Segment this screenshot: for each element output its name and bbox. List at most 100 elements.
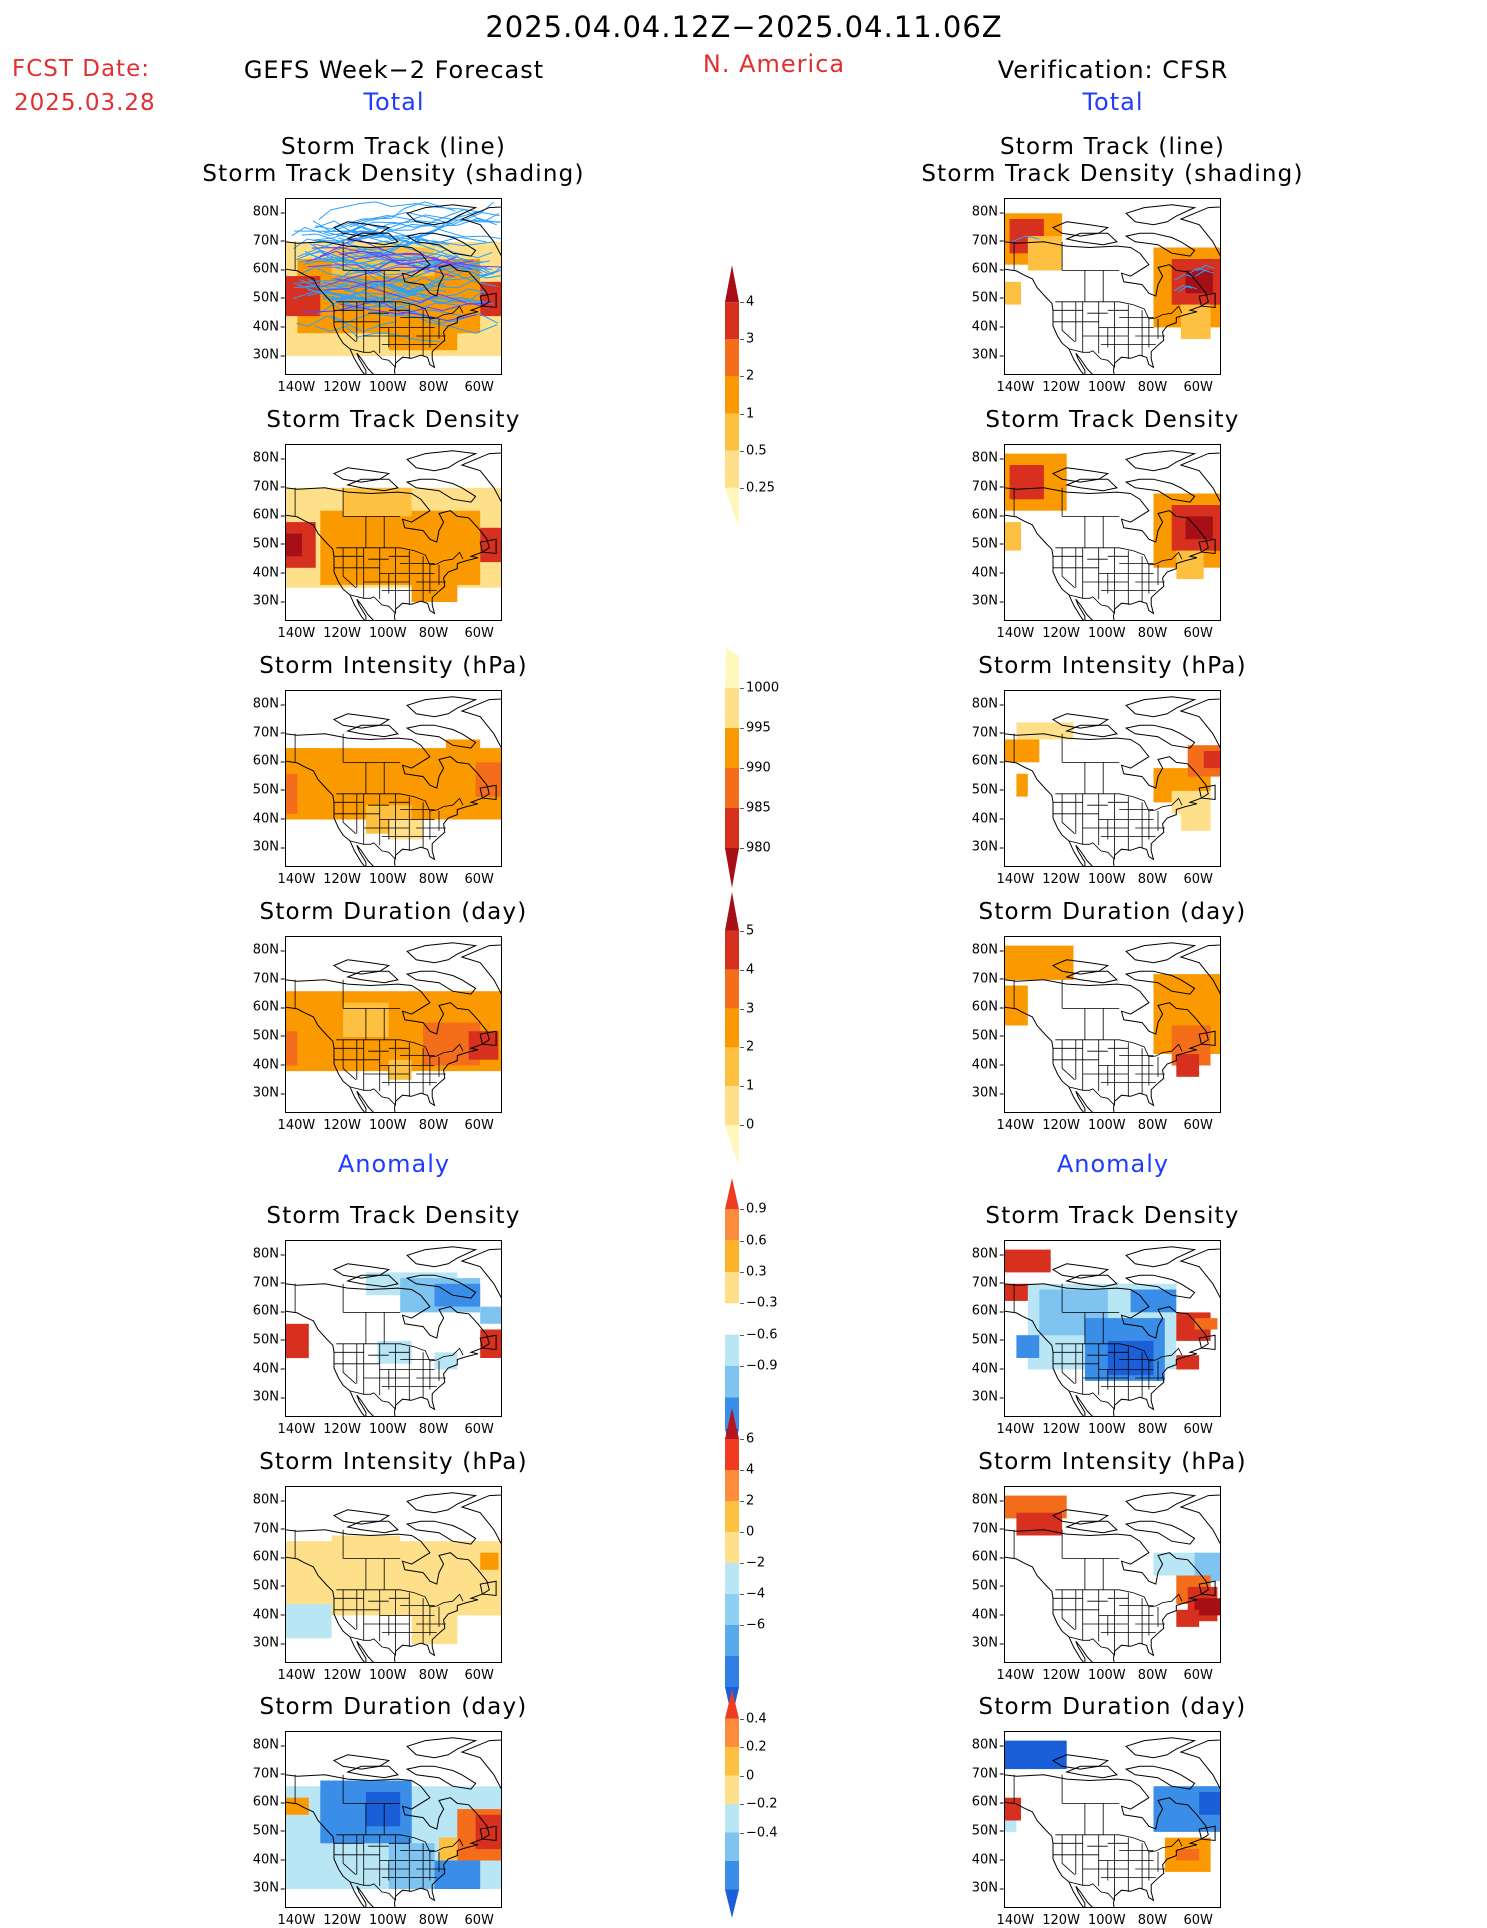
lon-tick: 120W (323, 1913, 361, 1928)
island-outline (405, 724, 477, 749)
lat-tick: 80N (253, 451, 286, 466)
panel-title: Storm Duration (day) (978, 1694, 1247, 1720)
colorbar-segment (725, 1272, 739, 1304)
colorbar-tick (740, 1804, 744, 1805)
continent-outline (286, 733, 490, 866)
border-line (1068, 1881, 1115, 1901)
colorbar-tick (740, 413, 744, 415)
shading-cell (1005, 1495, 1067, 1519)
lat-tick: 60N (253, 1795, 286, 1810)
colorbar-label: 5 (746, 923, 755, 939)
continent-outline (286, 1529, 490, 1662)
shading-cell (1176, 1609, 1200, 1627)
border-line (349, 594, 396, 614)
colorbar-tick (740, 1470, 744, 1471)
colorbar-label: 995 (746, 720, 771, 736)
border-line (1061, 547, 1075, 588)
shading-cell (1180, 808, 1211, 831)
shading-cell (434, 1283, 481, 1307)
storm-track-line (1195, 269, 1215, 277)
lat-tick: 50N (253, 1823, 286, 1838)
colorbar-label: 1 (746, 1078, 755, 1094)
lat-tick: 70N (253, 971, 286, 986)
panel-title: Storm Intensity (hPa) (259, 653, 528, 679)
colorbar-label: 0 (746, 1117, 755, 1133)
map-frame (285, 1731, 502, 1908)
continent-outline (1005, 733, 1209, 866)
border-line (342, 1343, 356, 1384)
storm-track-line (335, 267, 446, 293)
border-line (349, 1086, 396, 1106)
border-line (349, 1881, 396, 1901)
lat-tick: 40N (253, 319, 286, 334)
border-line (349, 1636, 396, 1656)
island-outline (332, 467, 391, 483)
shading-cell (480, 281, 501, 317)
map-frame (1004, 936, 1221, 1113)
lat-tick: 30N (972, 840, 1005, 855)
island-outline (406, 1246, 478, 1268)
forecast-map-panel: 80N 70N 60N 50N 40N 30N 140W 120W 100W 80W 60W (253, 1240, 502, 1437)
island-outline (346, 232, 399, 246)
storm-track-line (1173, 284, 1193, 292)
shading-cell (1005, 1797, 1021, 1821)
island-outline (1198, 538, 1216, 555)
verification-map-panel: 80N 70N 60N 50N 40N 30N 140W 120W 100W 80W 60W (972, 936, 1221, 1133)
storm-track-line (339, 250, 501, 268)
verification-title: Verification: CFSR (997, 56, 1229, 84)
shading-cell (1185, 516, 1213, 540)
colorbar-label: 0.2 (746, 1739, 767, 1755)
colorbar-tick (740, 848, 744, 849)
verification-map-panel: 80N 70N 60N 50N 40N 30N 140W 120W 100W 80W 60W (972, 1240, 1221, 1437)
storm-track-line (307, 282, 495, 305)
lat-tick: 70N (253, 1275, 286, 1290)
lon-tick: 80W (1137, 626, 1168, 641)
lon-tick: 80W (1137, 1422, 1168, 1437)
colorbar-intensity_total (725, 648, 739, 888)
storm-track-line (314, 325, 440, 343)
border-line (1055, 547, 1183, 566)
shading-cell (1176, 1355, 1200, 1370)
lon-tick: 120W (323, 872, 361, 887)
continent-outline (1005, 979, 1209, 1112)
panel-title: Storm Intensity (hPa) (259, 1449, 528, 1475)
lat-tick: 40N (972, 811, 1005, 826)
island-outline (479, 784, 497, 801)
island-outline (332, 713, 391, 729)
island-outline (406, 204, 478, 226)
island-outline (1179, 452, 1220, 503)
border-line (342, 793, 356, 834)
colorbar-segment (725, 450, 739, 488)
map-canvas (1005, 204, 1220, 374)
border-line (1068, 594, 1115, 614)
border-line (1068, 840, 1115, 860)
colorbar-segment (725, 930, 739, 970)
colorbar-label: 0.5 (746, 443, 767, 459)
lon-tick: 60W (1183, 380, 1213, 395)
island-outline (460, 1739, 501, 1790)
island-outline (1065, 1520, 1118, 1534)
panel-title: Storm Track Density (985, 1203, 1240, 1229)
island-outline (1125, 942, 1197, 964)
lat-tick: 70N (972, 1766, 1005, 1781)
colorbar-segment (725, 728, 739, 768)
colorbar-segment (725, 1747, 739, 1776)
shading-cell (1016, 1512, 1063, 1536)
fcst-date-label: FCST Date: (12, 56, 150, 82)
border-line (342, 1589, 356, 1630)
lon-tick: 60W (464, 1422, 494, 1437)
lat-tick: 70N (253, 1766, 286, 1781)
island-outline (460, 206, 501, 257)
island-outline (346, 1765, 399, 1779)
storm-track-line (330, 261, 493, 281)
border-line (1055, 1834, 1183, 1853)
lon-tick: 100W (368, 1422, 407, 1437)
border-line (336, 301, 464, 320)
colorbar-segment (725, 1178, 739, 1210)
forecast-map-panel: 80N 70N 60N 50N 40N 30N 140W 120W 100W 80W 60W (253, 690, 502, 887)
lat-tick: 50N (972, 1332, 1005, 1347)
island-outline (1065, 478, 1118, 492)
colorbar-segment (725, 1804, 739, 1833)
lon-tick: 140W (996, 1118, 1035, 1133)
lat-tick: 60N (253, 754, 286, 769)
